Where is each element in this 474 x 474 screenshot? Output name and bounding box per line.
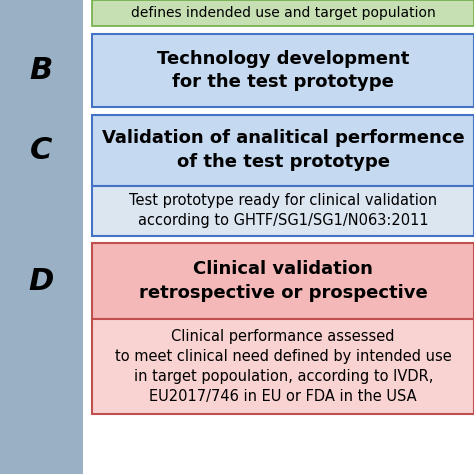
Text: Clinical performance assessed
to meet clinical need defined by intended use
in t: Clinical performance assessed to meet cl… <box>115 329 452 403</box>
Text: Technology development
for the test prototype: Technology development for the test prot… <box>157 50 410 91</box>
FancyBboxPatch shape <box>92 243 474 319</box>
Text: Clinical validation
retrospective or prospective: Clinical validation retrospective or pro… <box>139 260 428 302</box>
FancyBboxPatch shape <box>0 0 83 474</box>
FancyBboxPatch shape <box>92 34 474 107</box>
Text: defines indended use and target population: defines indended use and target populati… <box>131 6 436 20</box>
FancyBboxPatch shape <box>92 186 474 236</box>
FancyBboxPatch shape <box>92 319 474 414</box>
Text: D: D <box>29 266 54 296</box>
Text: Validation of analitical performence
of the test prototype: Validation of analitical performence of … <box>102 129 465 171</box>
FancyBboxPatch shape <box>92 115 474 186</box>
Text: Test prototype ready for clinical validation
according to GHTF/SG1/SG1/N063:2011: Test prototype ready for clinical valida… <box>129 193 438 228</box>
FancyBboxPatch shape <box>92 0 474 26</box>
Text: C: C <box>30 136 53 165</box>
Text: B: B <box>30 56 53 85</box>
